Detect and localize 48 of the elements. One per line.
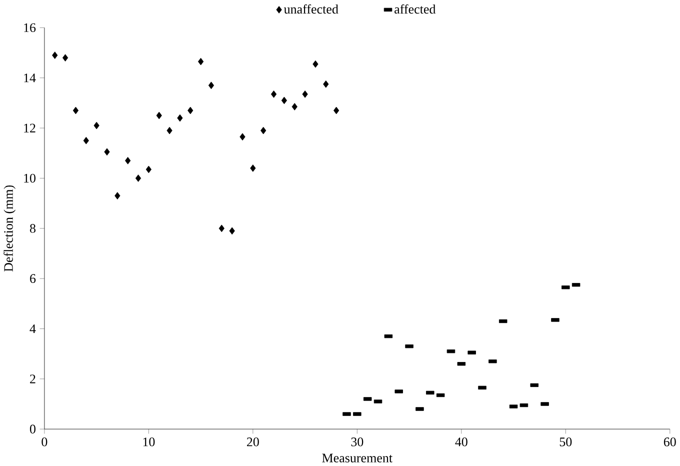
point — [260, 126, 266, 134]
point — [104, 148, 110, 156]
point — [177, 114, 183, 122]
point — [250, 164, 256, 172]
x-tick-label: 40 — [455, 438, 468, 446]
point — [83, 136, 89, 144]
x-tick-label: 10 — [143, 438, 155, 446]
x-axis-title: Measurement — [322, 454, 392, 462]
point — [146, 166, 152, 174]
point — [218, 224, 224, 232]
y-tick-label: 6 — [30, 274, 36, 283]
point — [312, 60, 318, 68]
y-tick-label: 4 — [30, 324, 36, 334]
x-tick-label: 0 — [42, 438, 48, 446]
point — [156, 112, 162, 120]
y-tick-label: 14 — [24, 74, 36, 82]
x-tick-label: 20 — [247, 438, 259, 446]
point — [62, 54, 68, 62]
x-tick-label: 30 — [351, 438, 364, 446]
y-tick-label: 10 — [24, 174, 36, 183]
legend-label: unaffected — [284, 4, 338, 14]
point — [208, 82, 214, 90]
x-tick-label: 50 — [560, 438, 572, 446]
point — [135, 174, 142, 182]
x-tick-label: 60 — [664, 438, 676, 446]
point — [94, 122, 100, 130]
point — [72, 106, 79, 114]
legend-label: affected — [394, 4, 436, 14]
point — [240, 133, 246, 141]
y-tick-label: 8 — [30, 224, 36, 233]
y-tick-label: 16 — [24, 23, 36, 32]
y-tick-label: 2 — [30, 374, 36, 384]
point — [198, 58, 204, 66]
point — [323, 80, 329, 88]
y-tick-label: 12 — [24, 124, 36, 132]
point — [292, 103, 298, 110]
point — [125, 156, 131, 164]
y-axis-title: Deflection (mm) — [4, 185, 16, 272]
point — [166, 126, 172, 134]
point — [281, 96, 288, 104]
point — [188, 106, 194, 114]
point — [270, 90, 277, 98]
point — [302, 90, 308, 98]
point — [52, 52, 58, 59]
y-tick-label: 0 — [30, 424, 36, 434]
point — [333, 106, 340, 114]
point — [114, 192, 120, 200]
point — [229, 227, 235, 235]
